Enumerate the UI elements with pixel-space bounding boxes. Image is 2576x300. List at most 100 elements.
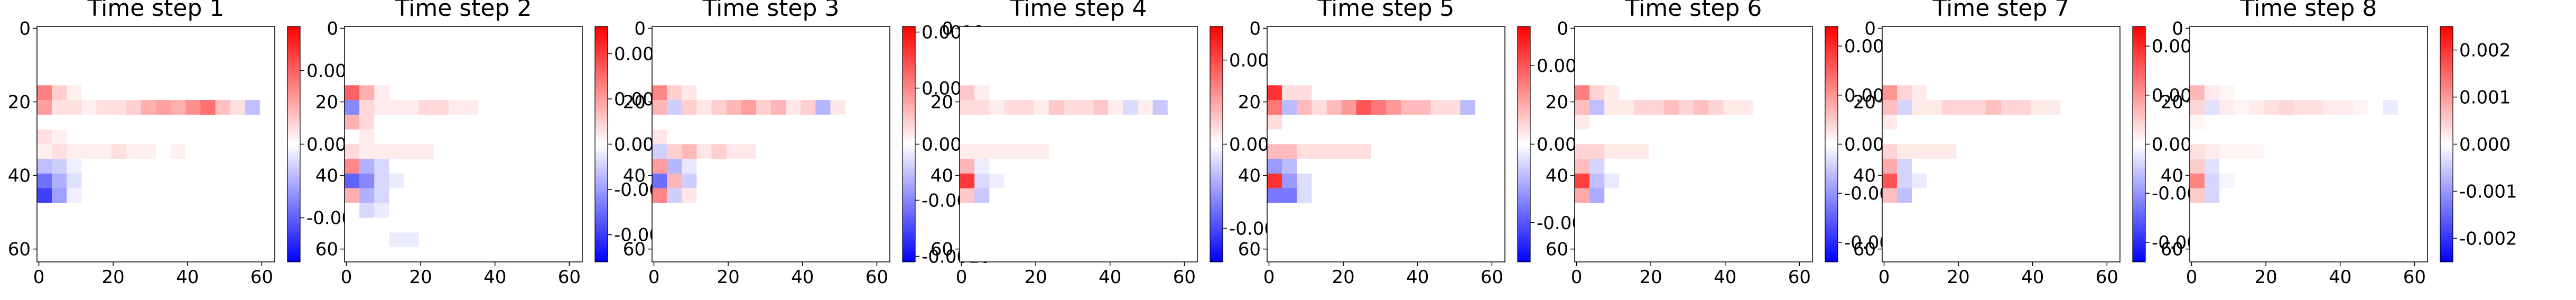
heatmap-cell	[1019, 159, 1035, 174]
heatmap-cell	[1694, 159, 1709, 174]
heatmap-cell	[523, 85, 538, 101]
heatmap-cell	[2309, 70, 2324, 86]
heatmap-cell	[1941, 144, 1957, 159]
heatmap-cell	[2279, 85, 2294, 101]
heatmap-cell	[37, 100, 52, 115]
heatmap-cell	[1416, 41, 1431, 57]
heatmap-cell	[2309, 85, 2324, 101]
heatmap-cell	[1678, 247, 1694, 262]
heatmap-cell	[741, 85, 757, 101]
heatmap-cell	[2309, 56, 2324, 71]
x-tick-label: 60	[558, 267, 581, 288]
heatmap-cell	[2264, 159, 2280, 174]
heatmap-cell	[171, 56, 186, 71]
heatmap-cell	[1986, 203, 2002, 219]
heatmap-cell	[1416, 159, 1431, 174]
heatmap-cell	[523, 247, 538, 262]
heatmap-cell	[215, 56, 231, 71]
heatmap-cell	[1004, 217, 1019, 233]
heatmap-cell	[2075, 144, 2091, 159]
heatmap-cell	[756, 159, 771, 174]
heatmap-cell	[419, 114, 434, 130]
heatmap-cell	[1138, 41, 1154, 57]
heatmap-cell	[1619, 188, 1634, 204]
heatmap-cell	[111, 41, 127, 57]
heatmap-cell	[419, 217, 434, 233]
colorbar-tick-label: 0.001	[2459, 87, 2510, 108]
heatmap-cell	[1152, 56, 1168, 71]
heatmap-cell	[1267, 114, 1282, 130]
heatmap-cell	[1004, 159, 1019, 174]
heatmap-cell	[815, 188, 831, 204]
heatmap-cell	[171, 70, 186, 86]
heatmap-cell	[1019, 174, 1035, 189]
heatmap-cell	[1401, 56, 1416, 71]
heatmap-cell	[726, 159, 742, 174]
heatmap-cell	[2264, 100, 2280, 115]
heatmap-cell	[2264, 114, 2280, 130]
heatmap-cell	[1267, 188, 1282, 204]
heatmap-cell	[1048, 203, 1064, 219]
heatmap-cell	[1575, 41, 1590, 57]
x-tick-label: 20	[1947, 267, 1970, 288]
heatmap-cell	[2105, 217, 2121, 233]
heatmap-cell	[845, 56, 861, 71]
heatmap-cell	[1912, 247, 1927, 262]
heatmap-cell	[682, 100, 697, 115]
heatmap-cell	[682, 217, 697, 233]
heatmap-cell	[141, 26, 156, 42]
heatmap-cell	[667, 26, 682, 42]
heatmap-cell	[1034, 247, 1049, 262]
heatmap-cell	[771, 203, 786, 219]
heatmap-cell	[2205, 232, 2220, 248]
heatmap-cell	[1078, 217, 1094, 233]
heatmap-cell	[1649, 174, 1664, 189]
heatmap-cell	[2075, 232, 2091, 248]
heatmap-cell	[1649, 85, 1664, 101]
heatmap-cell	[960, 159, 975, 174]
heatmap-cell	[1401, 174, 1416, 189]
heatmap-cell	[419, 188, 434, 204]
heatmap-cell	[801, 144, 816, 159]
heatmap-cell	[974, 159, 990, 174]
heatmap-cell	[845, 188, 861, 204]
heatmap-cell	[126, 232, 142, 248]
heatmap-cell	[1048, 129, 1064, 144]
heatmap-cell	[2001, 26, 2016, 42]
heatmap-cell	[141, 203, 156, 219]
heatmap-cell	[1416, 114, 1431, 130]
heatmap-cell	[345, 144, 360, 159]
heatmap-cell	[2309, 188, 2324, 204]
heatmap-cell	[2031, 114, 2046, 130]
heatmap-cell	[875, 174, 890, 189]
heatmap-cell	[552, 247, 568, 262]
heatmap-cell	[1445, 114, 1461, 130]
heatmap-cell	[185, 232, 201, 248]
heatmap-cell	[2016, 56, 2031, 71]
heatmap-cell	[389, 217, 404, 233]
heatmap-cell	[1912, 232, 1927, 248]
heatmap-cell	[1723, 114, 1738, 130]
heatmap-cell	[1371, 100, 1387, 115]
heatmap-cell	[1356, 188, 1372, 204]
heatmap-cell	[67, 217, 82, 233]
heatmap-cell	[141, 174, 156, 189]
heatmap-cell	[1326, 159, 1342, 174]
heatmap-cell	[2234, 41, 2249, 57]
heatmap-cell	[1063, 203, 1079, 219]
heatmap-cell	[493, 203, 508, 219]
heatmap-cell	[875, 41, 890, 57]
x-tick-label: 40	[1099, 267, 1121, 288]
heatmap-cell	[1738, 174, 1753, 189]
heatmap-cell	[433, 217, 449, 233]
heatmap-cell	[1986, 232, 2002, 248]
heatmap-cell	[1371, 41, 1387, 57]
heatmap-cell	[1782, 203, 1798, 219]
heatmap-cell	[1604, 159, 1620, 174]
heatmap-cell	[2264, 26, 2280, 42]
heatmap-cell	[2264, 41, 2280, 57]
heatmap-cell	[1678, 203, 1694, 219]
heatmap-cell	[1782, 144, 1798, 159]
heatmap-cell	[1694, 114, 1709, 130]
heatmap-cell	[478, 26, 494, 42]
